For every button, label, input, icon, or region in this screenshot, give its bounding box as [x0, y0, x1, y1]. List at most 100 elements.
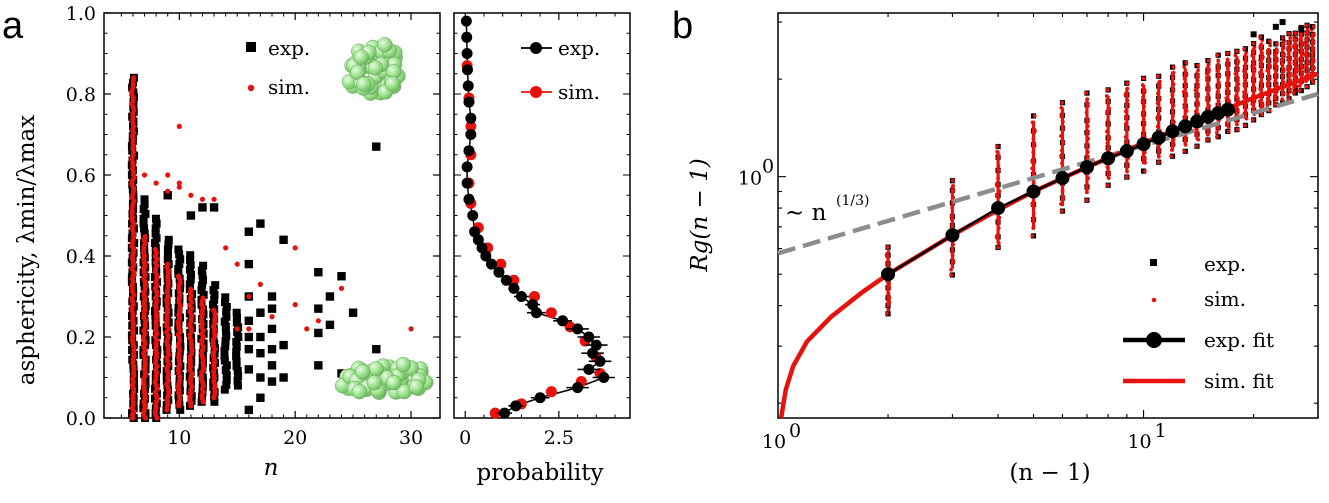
exp-point-a: [222, 375, 231, 384]
cluster-sphere: [354, 363, 371, 380]
sim-point-b: [1184, 60, 1189, 65]
y-axis-label-b: Rg(n − 1): [687, 158, 713, 272]
y-tick-label-a: 0.2: [66, 327, 96, 349]
exp-point-b: [1272, 23, 1279, 30]
exp-point-a: [186, 211, 196, 220]
sim-point-b: [1105, 88, 1110, 92]
exp-point-a: [175, 250, 184, 259]
legend-label-exp-b: exp.: [1204, 252, 1246, 276]
exp-probability-point: [460, 15, 472, 27]
sim-point-b: [1280, 36, 1285, 40]
sim-point-b: [884, 311, 889, 316]
exp-point-a: [186, 260, 195, 269]
exp-point-a: [198, 271, 207, 280]
exp-point-a: [221, 327, 230, 336]
exp-point-a: [199, 290, 208, 299]
x-tick-label-b: 10: [762, 431, 786, 453]
sim-point-b: [1268, 43, 1273, 48]
exp-point-a: [244, 316, 254, 325]
exp-point-a: [325, 320, 335, 330]
exp-point-a: [234, 371, 243, 380]
sim-point-b: [1182, 65, 1187, 69]
sim-point-b: [1297, 84, 1302, 88]
exp-point-a: [222, 332, 231, 341]
exp-point-a: [232, 357, 241, 366]
exp-point-a: [209, 300, 218, 309]
y-tick-exponent-b: 0: [762, 156, 774, 178]
x-axis-label-a-right: probability: [476, 460, 603, 486]
x-tick-label-a: 30: [399, 427, 423, 449]
exp-point-a: [164, 240, 173, 249]
sim-point-b: [1032, 114, 1037, 118]
sim-point-a: [211, 307, 217, 313]
exp-point-a: [139, 205, 148, 214]
exp-point-a: [256, 332, 265, 342]
legend-marker-exp-a: [246, 42, 256, 52]
exp-point-a: [267, 304, 277, 313]
exp-point-a: [174, 245, 183, 254]
y-tick-label-a: 1.0: [66, 3, 96, 25]
sim-point-b: [1084, 91, 1089, 95]
exp-point-a: [199, 276, 208, 285]
legend-label-exp-a: exp.: [268, 36, 310, 60]
sim-point-b: [1286, 96, 1291, 101]
exp-point-a: [348, 308, 358, 317]
sim-point-a: [304, 326, 310, 332]
exp-fit-point: [1055, 171, 1070, 186]
exp-point-b: [1250, 31, 1257, 38]
exp-point-a: [221, 322, 230, 331]
sim-point-a: [338, 285, 345, 291]
exp-probability-point: [572, 382, 584, 394]
exp-point-a: [314, 361, 323, 370]
exp-fit-point: [1101, 151, 1116, 166]
cluster-sphere: [386, 374, 402, 391]
exp-fit-point: [1151, 130, 1166, 145]
exp-point-a: [232, 313, 241, 322]
sim-point-b: [1214, 130, 1219, 135]
sim-point-a: [257, 281, 264, 287]
exp-point-a: [244, 405, 254, 415]
legend-marker-sim-a: [247, 84, 255, 92]
exp-point-a: [186, 251, 195, 260]
exp-probability-point: [594, 355, 606, 367]
exp-point-a: [139, 219, 148, 228]
cluster-sphere: [368, 361, 384, 377]
sim-point-b: [996, 245, 1001, 250]
sim-point-a: [176, 123, 182, 129]
legend-label-sim-a: sim.: [268, 75, 310, 99]
exp-point-a: [186, 275, 195, 284]
legend-label-sim-a-right: sim.: [558, 80, 600, 104]
exp-point-a: [314, 328, 323, 338]
sim-point-b: [1124, 175, 1129, 179]
exp-point-a: [151, 229, 160, 238]
exp-probability-point: [583, 331, 595, 343]
exp-point-a: [267, 361, 277, 370]
exp-point-a: [199, 261, 208, 270]
compact-cluster-image: [341, 37, 406, 101]
sim-point-b: [1216, 58, 1221, 63]
y-tick-label-b: 10: [738, 168, 762, 190]
sim-point-a: [175, 273, 181, 279]
exp-point-a: [256, 393, 265, 402]
exp-point-a: [176, 255, 185, 264]
cluster-sphere: [377, 37, 393, 53]
sim-point-b: [1251, 41, 1256, 46]
sim-point-b: [1304, 84, 1309, 89]
sim-point-b: [1196, 63, 1200, 68]
sim-point-a: [176, 184, 182, 190]
sim-point-b: [1293, 31, 1298, 36]
exp-point-a: [222, 303, 231, 312]
sim-point-b: [1215, 53, 1219, 58]
exp-point-a: [221, 366, 230, 375]
sim-point-a: [152, 246, 158, 253]
exp-point-a: [221, 298, 230, 307]
exp-point-a: [232, 352, 241, 361]
sim-point-b: [1059, 209, 1064, 213]
exp-point-a: [232, 308, 241, 317]
exp-point-a: [220, 346, 229, 355]
sim-point-a: [153, 180, 159, 186]
exp-point-a: [198, 281, 207, 290]
exp-probability-point: [572, 323, 584, 335]
exp-probability-point: [461, 48, 473, 59]
exp-point-a: [210, 290, 219, 299]
